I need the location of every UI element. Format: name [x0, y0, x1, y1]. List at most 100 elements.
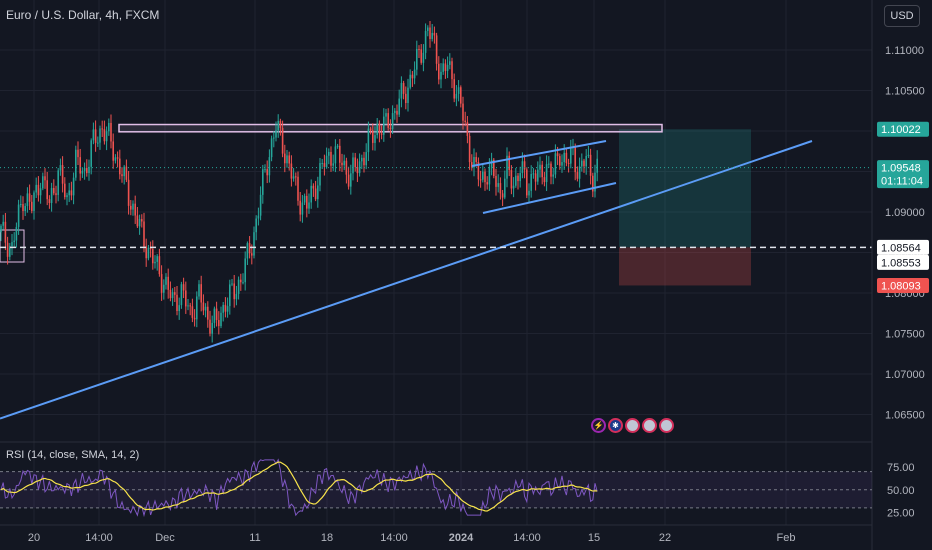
candle-body	[246, 243, 249, 259]
candle-body	[198, 284, 200, 297]
channel-upper-line	[471, 140, 607, 167]
price-badge-text: 1.08564	[881, 242, 921, 254]
candle-body	[244, 258, 246, 283]
candle-body	[581, 160, 583, 167]
symbol-title[interactable]: Euro / U.S. Dollar, 4h, FXCM	[6, 8, 160, 22]
candle-body	[552, 174, 554, 177]
currency-button[interactable]: USD	[884, 5, 920, 27]
candle-body	[2, 221, 4, 226]
candle-body	[541, 164, 543, 178]
candle-body	[543, 177, 546, 183]
candle-body	[398, 98, 400, 115]
candle-body	[270, 138, 273, 158]
candle-body	[347, 174, 350, 187]
candle-body	[416, 48, 418, 70]
candle-body	[530, 173, 532, 191]
candle-body	[119, 158, 121, 175]
candle-body	[343, 160, 345, 166]
candle-body	[383, 116, 385, 135]
candle-body	[363, 157, 365, 166]
candle-body	[504, 178, 506, 198]
x-tick-label: 18	[321, 532, 333, 544]
price-badge-stop	[877, 277, 929, 293]
candle-body	[28, 193, 31, 202]
candle-body	[389, 127, 392, 129]
candle-body	[565, 152, 568, 164]
candle-body	[31, 201, 33, 211]
candle-body	[156, 256, 158, 262]
candle-body	[409, 74, 411, 88]
candle-body	[596, 158, 598, 173]
y-tick-label: 1.09000	[885, 207, 925, 219]
candle-body	[110, 122, 112, 142]
candle-body	[50, 188, 53, 203]
candle-body	[310, 185, 312, 203]
candle-body	[176, 294, 178, 312]
candle-body	[66, 195, 68, 198]
candle-body	[193, 317, 196, 320]
candle-body	[224, 304, 227, 312]
candle-body	[266, 169, 268, 176]
candle-body	[402, 83, 405, 94]
candle-body	[512, 185, 515, 189]
candle-body	[281, 127, 284, 154]
candle-body	[154, 261, 156, 264]
candle-body	[77, 149, 79, 158]
lightning-icon[interactable]: ⚡	[591, 418, 606, 433]
us-flag-icon[interactable]	[642, 418, 657, 433]
candle-body	[279, 120, 282, 128]
candle-body	[484, 171, 486, 183]
candle-body	[594, 172, 596, 192]
candle-body	[158, 256, 161, 275]
left-zone	[0, 229, 25, 263]
candle-body	[143, 221, 145, 247]
rsi-indicator-label[interactable]: RSI (14, close, SMA, 14, 2)	[6, 449, 140, 461]
candle-body	[550, 163, 552, 177]
rsi-ma-line	[0, 461, 598, 512]
candle-body	[72, 177, 75, 196]
candle-body	[515, 175, 517, 186]
candle-body	[20, 204, 22, 206]
y-tick-label: 1.06500	[885, 410, 925, 422]
candle-body	[46, 180, 48, 200]
candle-body	[517, 175, 519, 182]
rsi-line	[0, 458, 598, 518]
candle-body	[567, 163, 570, 165]
candle-body	[147, 247, 150, 259]
candle-body	[108, 122, 110, 132]
candle-body	[33, 192, 35, 211]
candle-body	[15, 226, 18, 241]
us-flag-icon[interactable]	[659, 418, 674, 433]
ascending-trendline	[0, 140, 813, 420]
price-badge-target	[877, 121, 929, 137]
candle-body	[48, 199, 51, 203]
candle-body	[400, 83, 403, 99]
candle-body	[44, 176, 46, 181]
candle-body	[277, 120, 279, 131]
y-tick-label: 1.11000	[885, 45, 924, 57]
candle-body	[286, 155, 288, 164]
candle-body	[354, 157, 356, 168]
price-badge-text: 1.10022	[881, 124, 921, 136]
rsi-tick-label: 25.00	[887, 507, 915, 519]
candle-body	[378, 123, 381, 134]
candle-body	[229, 284, 231, 307]
candle-body	[0, 225, 2, 233]
candle-body	[427, 27, 429, 31]
candle-body	[24, 206, 26, 212]
candle-body	[240, 279, 242, 283]
candle-body	[303, 195, 306, 203]
candle-body	[64, 183, 66, 198]
eu-flag-icon[interactable]: ✱	[608, 418, 623, 433]
candle-body	[592, 175, 594, 192]
candle-body	[350, 173, 352, 187]
candle-body	[42, 176, 44, 189]
candle-body	[83, 168, 86, 171]
candle-body	[218, 320, 220, 327]
candle-body	[90, 140, 92, 167]
candle-body	[17, 204, 20, 227]
us-flag-icon[interactable]	[625, 418, 640, 433]
candle-body	[424, 30, 427, 53]
candle-body	[330, 151, 332, 166]
